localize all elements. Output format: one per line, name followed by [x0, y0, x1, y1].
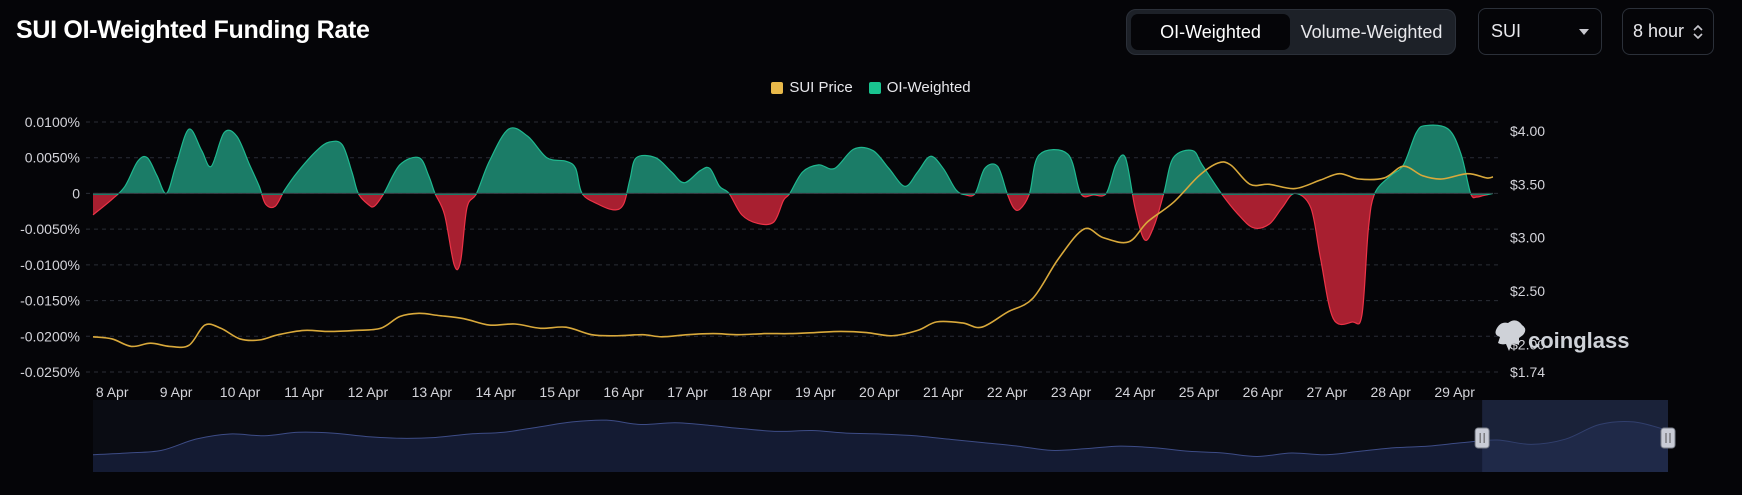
x-tick: 10 Apr — [220, 384, 261, 400]
up-down-chevron-icon — [1693, 24, 1703, 39]
x-tick: 22 Apr — [987, 384, 1028, 400]
x-tick: 27 Apr — [1307, 384, 1348, 400]
volume-weighted-tab[interactable]: Volume-Weighted — [1300, 21, 1443, 42]
y-tick-left: -0.0100% — [20, 257, 80, 273]
x-tick: 24 Apr — [1115, 384, 1156, 400]
x-tick: 28 Apr — [1370, 384, 1411, 400]
x-tick: 21 Apr — [923, 384, 964, 400]
x-tick: 23 Apr — [1051, 384, 1092, 400]
legend-swatch-price — [771, 81, 784, 94]
x-tick: 16 Apr — [603, 384, 644, 400]
navigator-area — [93, 420, 1668, 472]
coin-select[interactable]: SUI — [1478, 8, 1602, 55]
navigator-selection[interactable] — [1482, 400, 1668, 472]
y-tick-right: $1.74 — [1510, 364, 1545, 380]
x-tick: 15 Apr — [539, 384, 580, 400]
price-line-group — [92, 161, 1494, 349]
positive-funding-line — [116, 124, 1494, 195]
x-tick: 18 Apr — [731, 384, 772, 400]
interval-select[interactable]: 8 hour — [1622, 8, 1714, 55]
y-tick-right: $4.00 — [1510, 123, 1545, 139]
y-tick-left: -0.0200% — [20, 328, 80, 344]
legend-label-price: SUI Price — [789, 79, 853, 96]
x-tick: 29 Apr — [1434, 384, 1475, 400]
oi-weighted-tab[interactable]: OI-Weighted — [1131, 14, 1290, 50]
x-tick: 14 Apr — [475, 384, 516, 400]
y-tick-left: -0.0050% — [20, 221, 80, 237]
y-tick-right: $3.00 — [1510, 230, 1545, 246]
y-axis-right: $4.00$3.50$3.00$2.50$2.00$1.74 — [1510, 123, 1545, 380]
x-tick: 25 Apr — [1179, 384, 1220, 400]
page-title: SUI OI-Weighted Funding Rate — [16, 16, 370, 44]
weighting-toggle: OI-Weighted Volume-Weighted — [1126, 9, 1456, 55]
navigator-handle-left[interactable] — [1474, 427, 1490, 449]
x-tick: 19 Apr — [795, 384, 836, 400]
coinglass-watermark: coinglass — [1495, 320, 1629, 353]
y-tick-left: -0.0150% — [20, 293, 80, 309]
negative-funding-line — [92, 195, 1489, 326]
x-tick: 9 Apr — [160, 384, 193, 400]
x-axis: 8 Apr 9 Apr 10 Apr 11 Apr 12 Apr 13 Apr 14 Apr… — [96, 384, 1475, 400]
navigator — [92, 400, 1676, 472]
x-tick: 26 Apr — [1243, 384, 1284, 400]
legend-label-oi: OI-Weighted — [886, 79, 971, 96]
y-tick-right: $2.50 — [1510, 283, 1545, 299]
legend-item-price[interactable]: SUI Price — [771, 79, 853, 96]
x-tick: 12 Apr — [348, 384, 389, 400]
y-axis-left: 0.0100% 0.0050% 0 -0.0050% -0.0100% -0.0150% -… — [20, 114, 80, 380]
y-tick-left: 0.0100% — [25, 114, 80, 130]
y-tick-left: 0 — [72, 185, 80, 201]
x-tick: 20 Apr — [859, 384, 900, 400]
watermark-text: coinglass — [1528, 328, 1629, 353]
coinglass-logo-icon — [1495, 320, 1526, 351]
chart-legend: SUI Price OI-Weighted — [0, 79, 1742, 96]
grid-lines — [86, 121, 1500, 373]
x-tick: 13 Apr — [412, 384, 453, 400]
x-tick: 17 Apr — [667, 384, 708, 400]
funding-area — [92, 124, 1494, 326]
chevron-down-icon — [1579, 28, 1589, 35]
legend-item-oi[interactable]: OI-Weighted — [868, 79, 971, 96]
navigator-line — [92, 419, 1669, 457]
navigator-handle-right[interactable] — [1660, 427, 1676, 449]
y-tick-left: -0.0250% — [20, 364, 80, 380]
price-line — [92, 161, 1494, 349]
positive-funding-area — [93, 125, 1493, 195]
y-tick-right: $3.50 — [1510, 176, 1545, 192]
x-tick: 11 Apr — [284, 384, 324, 400]
negative-funding-area — [93, 195, 1486, 325]
coin-select-value: SUI — [1491, 21, 1522, 41]
y-tick-left: 0.0050% — [25, 150, 80, 166]
x-tick: 8 Apr — [96, 384, 129, 400]
legend-swatch-oi — [868, 81, 881, 94]
interval-select-value: 8 hour — [1633, 21, 1685, 41]
